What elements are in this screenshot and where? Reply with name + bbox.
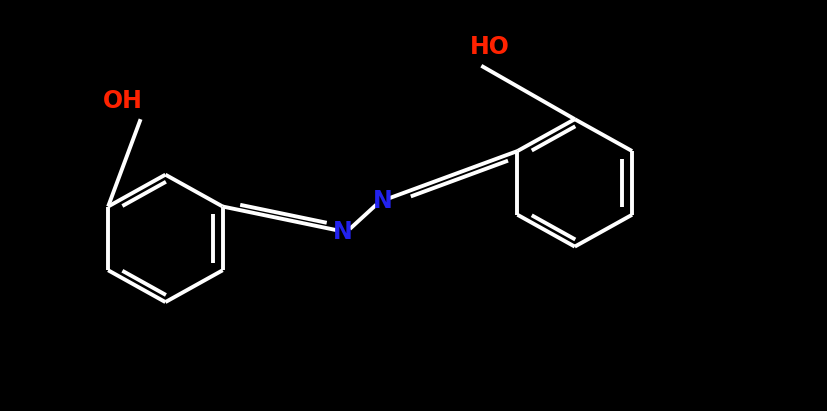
Text: OH: OH bbox=[103, 89, 142, 113]
Text: N: N bbox=[373, 189, 393, 213]
Text: N: N bbox=[333, 220, 353, 244]
Text: HO: HO bbox=[470, 35, 509, 59]
